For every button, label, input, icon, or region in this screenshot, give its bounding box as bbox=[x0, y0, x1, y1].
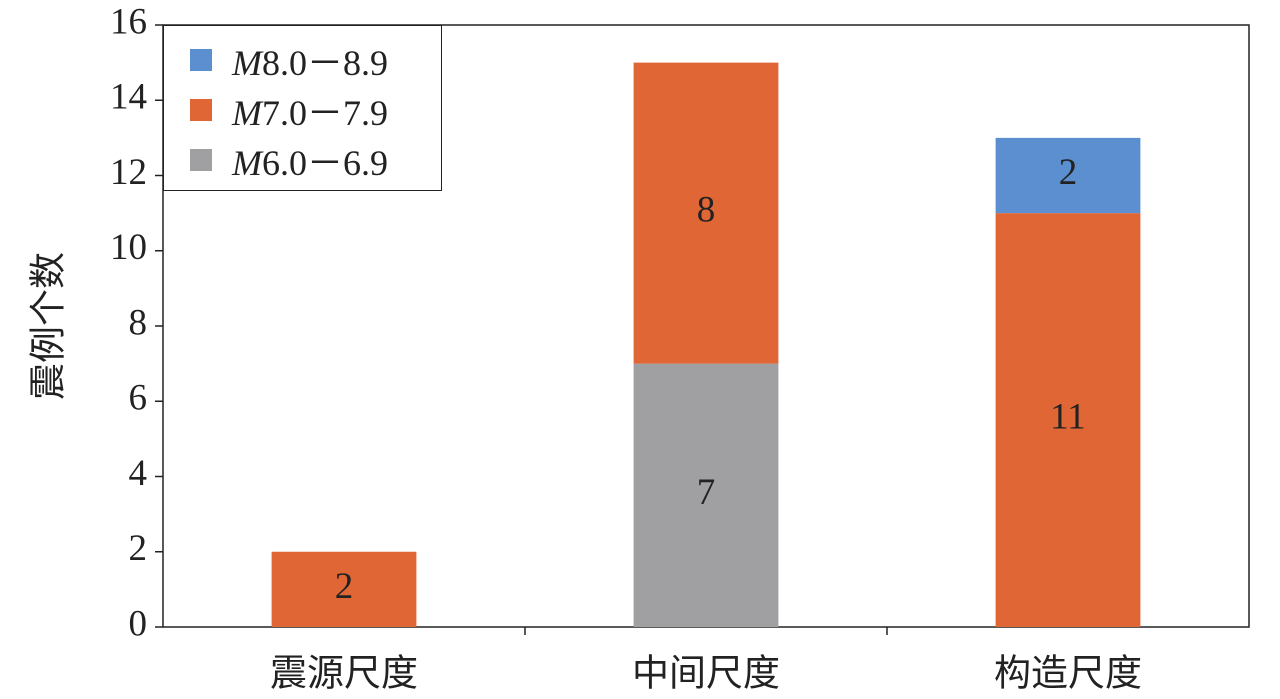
x-tick-label: 震源尺度 bbox=[270, 652, 418, 694]
y-tick-label: 0 bbox=[129, 603, 148, 644]
legend-swatch bbox=[190, 49, 212, 71]
data-label: 11 bbox=[1050, 397, 1086, 438]
data-label: 7 bbox=[697, 472, 716, 513]
y-tick-label: 12 bbox=[110, 152, 147, 193]
legend-item: M6.0－6.9 bbox=[190, 140, 388, 183]
legend-label: M8.0－8.9 bbox=[232, 43, 389, 83]
legend-label: M6.0－6.9 bbox=[232, 143, 389, 183]
y-tick-label: 14 bbox=[110, 77, 147, 118]
legend-label: M7.0－7.9 bbox=[232, 93, 389, 133]
bar-segment bbox=[995, 213, 1141, 627]
bar-segment bbox=[633, 363, 779, 627]
x-tick-label: 中间尺度 bbox=[632, 652, 780, 694]
legend: M8.0－8.9 M7.0－7.9 M6.0－6.9 bbox=[163, 25, 442, 191]
x-tick-label: 构造尺度 bbox=[994, 652, 1142, 694]
bar-segment bbox=[271, 551, 417, 627]
data-label: 2 bbox=[335, 566, 354, 607]
y-tick-label: 8 bbox=[129, 302, 148, 343]
legend-item: M7.0－7.9 bbox=[190, 90, 388, 133]
y-tick-label: 2 bbox=[129, 528, 148, 569]
data-label: 8 bbox=[697, 190, 716, 231]
legend-item: M8.0－8.9 bbox=[190, 40, 388, 83]
y-axis-label: 震例个数 bbox=[27, 252, 69, 400]
legend-swatch bbox=[190, 99, 212, 121]
y-tick-label: 10 bbox=[110, 227, 147, 268]
data-label: 2 bbox=[1059, 152, 1078, 193]
y-tick-label: 6 bbox=[129, 378, 148, 419]
y-tick-label: 4 bbox=[129, 453, 148, 494]
y-tick-label: 16 bbox=[110, 1, 147, 42]
bar-segment bbox=[995, 137, 1141, 214]
legend-swatch bbox=[190, 149, 212, 171]
bar-segment bbox=[633, 62, 779, 364]
